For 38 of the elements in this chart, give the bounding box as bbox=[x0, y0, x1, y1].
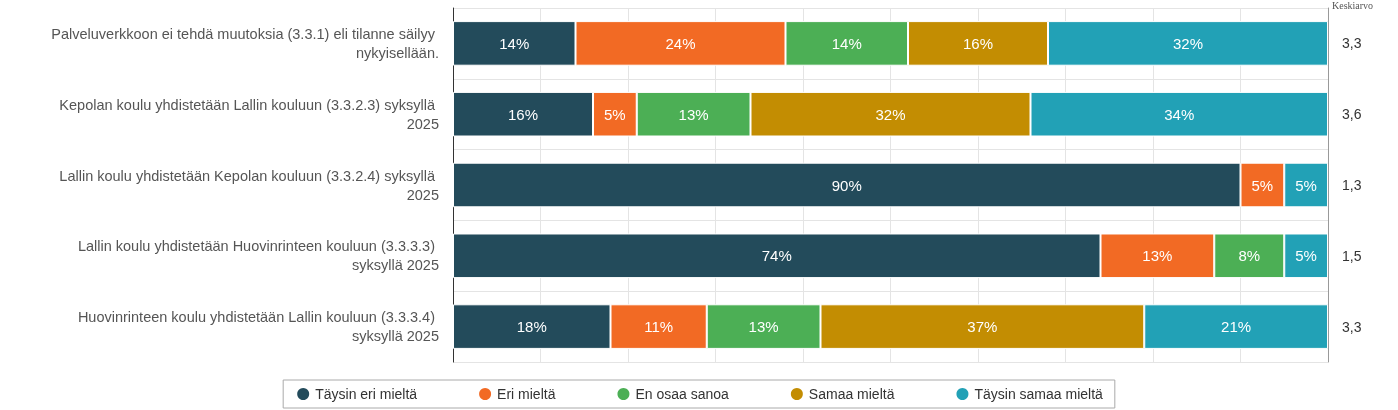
data-label: 5% bbox=[604, 105, 626, 123]
text: 1,3 bbox=[1342, 177, 1362, 193]
y-tick-label: Lallin koulu yhdistetään Kepolan kouluun (3.3.2.4) syksyllä 2025 bbox=[59, 167, 439, 203]
legend-label: Täysin eri mieltä bbox=[315, 386, 418, 402]
data-label: 13% bbox=[748, 318, 779, 336]
data-label: 21% bbox=[1221, 318, 1252, 336]
legend-label: En osaa sanoa bbox=[635, 386, 730, 402]
data-label: 34% bbox=[1164, 105, 1195, 123]
data-label: 32% bbox=[875, 105, 906, 123]
legend-label: Samaa mieltä bbox=[808, 386, 895, 402]
y-tick-label: Huovinrinteen koulu yhdistetään Lallin kouluun (3.3.3.4) syksyllä 2025 bbox=[77, 309, 439, 345]
data-label: 13% bbox=[1142, 247, 1173, 265]
data-label: 5% bbox=[1295, 247, 1317, 265]
legend-label: Eri mieltä bbox=[497, 386, 556, 402]
text: 3,6 bbox=[1342, 106, 1362, 123]
data-label: 90% bbox=[831, 176, 862, 194]
legend-label: Täysin samaa mieltä bbox=[974, 386, 1104, 402]
data-label: 14% bbox=[831, 34, 862, 52]
y-tick-label: Lallin koulu yhdistetään Huovinrinteen kouluun (3.3.3.3) syksyllä 2025 bbox=[77, 238, 439, 274]
text: 3,3 bbox=[1342, 318, 1362, 335]
data-label: 37% bbox=[967, 318, 998, 336]
text: 1,5 bbox=[1342, 247, 1362, 264]
data-label: 5% bbox=[1295, 176, 1317, 194]
data-label: 14% bbox=[499, 34, 530, 52]
data-label: 24% bbox=[665, 34, 696, 52]
data-label: 32% bbox=[1172, 34, 1204, 52]
data-label: 16% bbox=[507, 105, 539, 123]
y-tick-label: Palveluverkkoon ei tehdä muutoksia (3.3.1) eli tilanne säilyy nykyisellään. bbox=[51, 25, 439, 61]
y-tick-label: Kepolan koulu yhdistetään Lallin kouluun (3.3.2.3) syksyllä 2025 bbox=[59, 96, 439, 132]
data-label: 18% bbox=[516, 318, 547, 336]
text: 3,3 bbox=[1342, 35, 1362, 52]
data-label: 13% bbox=[678, 105, 709, 123]
y2-axis-title: Keskiarvo bbox=[1332, 0, 1374, 11]
data-label: 16% bbox=[962, 34, 994, 52]
data-label: 5% bbox=[1251, 176, 1274, 194]
data-label: 74% bbox=[761, 247, 792, 265]
data-label: 11% bbox=[644, 318, 674, 336]
data-label: 8% bbox=[1238, 247, 1261, 265]
